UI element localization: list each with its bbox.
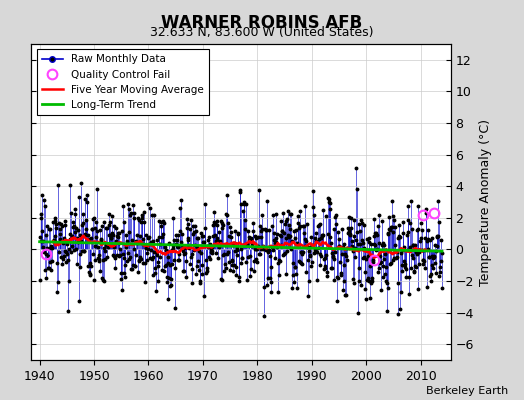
Legend: Raw Monthly Data, Quality Control Fail, Five Year Moving Average, Long-Term Tren: Raw Monthly Data, Quality Control Fail, … bbox=[37, 49, 209, 115]
Text: 32.633 N, 83.600 W (United States): 32.633 N, 83.600 W (United States) bbox=[150, 26, 374, 39]
Y-axis label: Temperature Anomaly (°C): Temperature Anomaly (°C) bbox=[479, 118, 493, 286]
Text: Berkeley Earth: Berkeley Earth bbox=[426, 386, 508, 396]
Text: WARNER ROBINS AFB: WARNER ROBINS AFB bbox=[161, 14, 363, 32]
